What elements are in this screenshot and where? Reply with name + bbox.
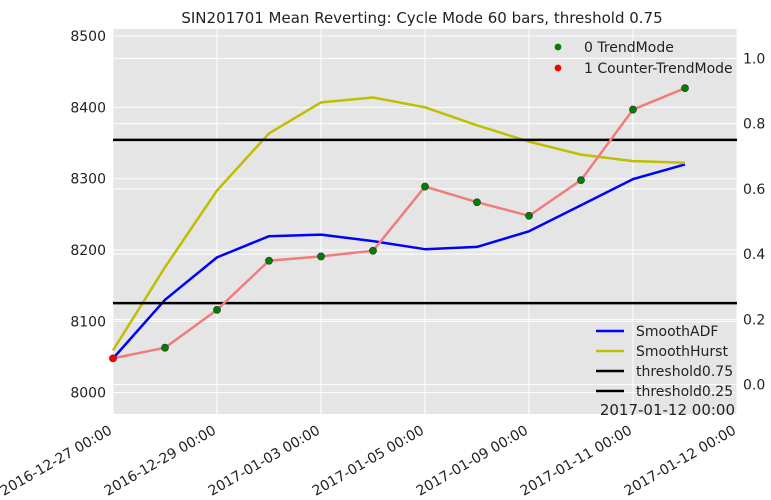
series-line-smoothadf	[112, 163, 686, 360]
price-line	[112, 87, 686, 360]
legend-series-label-1: SmoothHurst	[636, 344, 728, 360]
y-right-tick-label: 0.4	[743, 247, 765, 263]
x-tick-label: 2016-12-27 00:00	[0, 423, 115, 500]
trend-mode-marker	[265, 256, 273, 265]
trend-mode-marker	[317, 252, 325, 261]
x-tick-label: 2017-01-09 00:00	[414, 423, 531, 500]
trend-mode-marker	[213, 306, 221, 314]
trend-mode-marker	[421, 182, 429, 191]
left-y-axis: 8000 8100 8200 8300 8400 8500	[70, 29, 106, 401]
counter-trend-marker	[109, 354, 117, 363]
y-left-tick-label: 8300	[70, 172, 106, 188]
x-tick-label: 2017-01-11 00:00	[518, 423, 635, 500]
legend-mode-markers: 0 TrendMode 1 Counter-TrendMode	[554, 40, 733, 77]
trend-mode-marker	[473, 198, 481, 207]
trend-mode-marker	[629, 105, 637, 114]
y-right-tick-label: 1.0	[743, 51, 765, 67]
y-right-tick-label: 0.2	[743, 312, 765, 328]
y-left-tick-label: 8200	[70, 243, 106, 259]
right-y-axis: 0.0 0.2 0.4 0.6 0.8 1.0	[743, 51, 765, 393]
legend-label-1: 1 Counter-TrendMode	[584, 61, 733, 77]
x-tick-label: 2017-01-03 00:00	[206, 423, 323, 500]
legend-label-0: 0 TrendMode	[584, 40, 674, 56]
y-right-tick-label: 0.8	[743, 117, 765, 133]
y-right-tick-label: 0.0	[743, 378, 765, 394]
trend-mode-marker	[525, 211, 533, 220]
legend-marker-1	[554, 64, 562, 72]
trend-mode-marker	[577, 176, 585, 185]
y-right-tick-label: 0.6	[743, 182, 765, 198]
data-markers	[109, 84, 689, 363]
legend-series-label-3: threshold0.25	[636, 384, 733, 400]
y-left-tick-label: 8500	[70, 29, 106, 45]
legend-series-label-2: threshold0.75	[636, 364, 733, 380]
series-line-smoothhurst	[111, 96, 686, 352]
trend-mode-marker	[681, 84, 689, 93]
cursor-readout: 2017-01-12 00:00	[600, 401, 735, 419]
x-tick-label: 2016-12-29 00:00	[102, 423, 219, 500]
series-lines	[111, 87, 737, 360]
x-tick-label: 2017-01-05 00:00	[310, 423, 427, 500]
legend-series: SmoothADF SmoothHurst threshold0.75 thresho…	[596, 324, 733, 400]
chart-title: SIN201701 Mean Reverting: Cycle Mode 60 …	[181, 9, 662, 27]
trend-mode-marker	[161, 343, 169, 352]
y-left-tick-label: 8000	[70, 386, 106, 402]
trend-mode-marker	[369, 246, 377, 255]
legend-marker-0	[554, 43, 562, 51]
legend-series-label-0: SmoothADF	[636, 324, 718, 340]
x-tick-label: 2017-01-12 00:00	[622, 423, 739, 500]
y-left-tick-label: 8100	[70, 314, 106, 330]
y-left-tick-label: 8400	[70, 100, 106, 116]
